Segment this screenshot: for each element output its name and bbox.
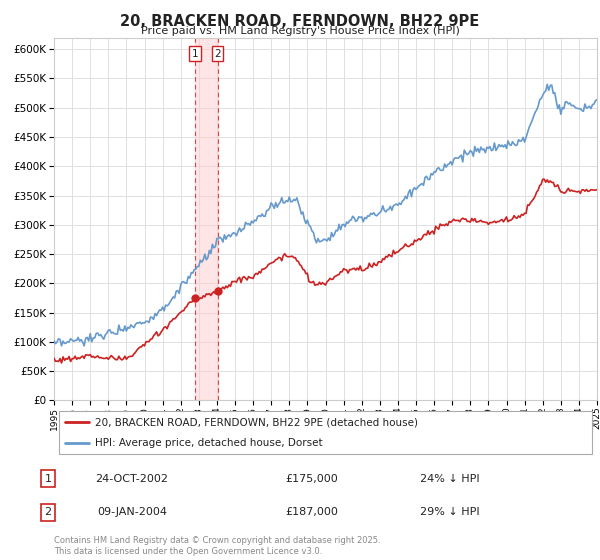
Text: 2: 2 (44, 507, 52, 517)
Text: 24% ↓ HPI: 24% ↓ HPI (420, 474, 480, 484)
Text: 1: 1 (44, 474, 52, 484)
Text: 1: 1 (192, 49, 199, 59)
Text: Contains HM Land Registry data © Crown copyright and database right 2025.
This d: Contains HM Land Registry data © Crown c… (54, 536, 380, 556)
Text: 2: 2 (214, 49, 221, 59)
Text: Price paid vs. HM Land Registry's House Price Index (HPI): Price paid vs. HM Land Registry's House … (140, 26, 460, 36)
Text: 29% ↓ HPI: 29% ↓ HPI (420, 507, 480, 517)
Text: 09-JAN-2004: 09-JAN-2004 (97, 507, 167, 517)
Text: 20, BRACKEN ROAD, FERNDOWN, BH22 9PE (detached house): 20, BRACKEN ROAD, FERNDOWN, BH22 9PE (de… (95, 417, 418, 427)
FancyBboxPatch shape (59, 411, 592, 454)
Text: HPI: Average price, detached house, Dorset: HPI: Average price, detached house, Dors… (95, 438, 322, 448)
Text: £187,000: £187,000 (286, 507, 338, 517)
Bar (195, 38, 218, 400)
Text: £175,000: £175,000 (286, 474, 338, 484)
Text: 20, BRACKEN ROAD, FERNDOWN, BH22 9PE: 20, BRACKEN ROAD, FERNDOWN, BH22 9PE (121, 14, 479, 29)
Text: 24-OCT-2002: 24-OCT-2002 (95, 474, 169, 484)
